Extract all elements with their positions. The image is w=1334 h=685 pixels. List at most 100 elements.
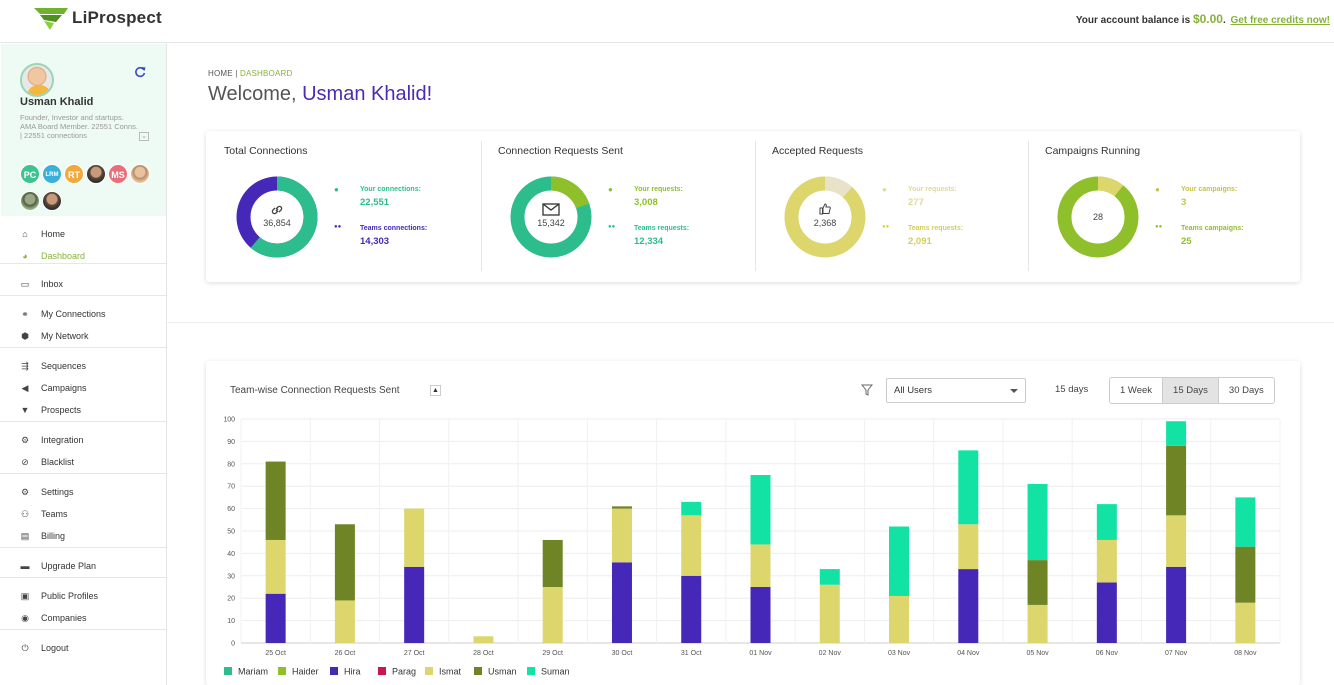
bar-segment-ismat[interactable] <box>819 584 840 643</box>
bar-segment-suman[interactable] <box>889 526 910 596</box>
sidebar-item-my-connections[interactable]: ⚭ My Connections <box>0 303 166 325</box>
team-avatar[interactable]: RT <box>64 164 84 184</box>
legend-label[interactable]: Mariam <box>238 667 268 677</box>
bar-segment-ismat[interactable] <box>1027 604 1048 643</box>
avatar[interactable] <box>20 63 54 97</box>
user-select[interactable]: All Users <box>886 378 1026 403</box>
sidebar-item-dashboard[interactable]: ◕ Dashboard <box>0 245 166 267</box>
bar-segment-hira[interactable] <box>265 593 286 643</box>
bar-segment-suman[interactable] <box>1166 421 1187 446</box>
bar-segment-usman[interactable] <box>611 506 632 509</box>
bar-segment-hira[interactable] <box>404 566 425 643</box>
range-1-week-button[interactable]: 1 Week <box>1110 378 1164 403</box>
bar-segment-ismat[interactable] <box>1166 515 1187 567</box>
bar-segment-hira[interactable] <box>750 587 771 643</box>
bar-segment-ismat[interactable] <box>334 600 355 643</box>
filter-icon[interactable] <box>861 384 873 396</box>
team-avatar[interactable]: LRM <box>42 164 62 184</box>
sidebar-item-integration[interactable]: ⚙ Integration <box>0 429 166 451</box>
profile-name: Usman Khalid <box>20 96 94 108</box>
sidebar-item-label: My Connections <box>41 309 106 319</box>
team-avatar[interactable]: PC <box>20 164 40 184</box>
range-toggle: 1 Week 15 Days 30 Days <box>1109 377 1275 404</box>
legend-swatch[interactable] <box>527 667 535 675</box>
breadcrumb-home[interactable]: HOME <box>208 69 233 78</box>
sidebar-item-teams[interactable]: ⚇ Teams <box>0 503 166 525</box>
bar-segment-ismat[interactable] <box>750 544 771 587</box>
bar-segment-ismat[interactable] <box>265 539 286 594</box>
bar-segment-suman[interactable] <box>681 501 702 516</box>
legend-swatch[interactable] <box>278 667 286 675</box>
legend-swatch[interactable] <box>378 667 386 675</box>
logo[interactable]: LiProspect <box>34 6 162 30</box>
bar-segment-ismat[interactable] <box>611 508 632 563</box>
bar-segment-hira[interactable] <box>958 569 979 643</box>
bar-segment-usman[interactable] <box>265 461 286 540</box>
sidebar-item-blacklist[interactable]: ⊘ Blacklist <box>0 451 166 473</box>
range-30-days-button[interactable]: 30 Days <box>1228 385 1264 396</box>
bar-segment-ismat[interactable] <box>889 595 910 643</box>
donut-center: 36,854 <box>236 176 318 258</box>
bar-segment-usman[interactable] <box>542 539 563 587</box>
bar-segment-ismat[interactable] <box>1235 602 1256 643</box>
bar-segment-suman[interactable] <box>819 569 840 585</box>
legend-swatch[interactable] <box>474 667 482 675</box>
bar-segment-suman[interactable] <box>1235 497 1256 547</box>
sidebar-item-campaigns[interactable]: ◀ Campaigns <box>0 377 166 399</box>
bar-segment-hira[interactable] <box>1166 566 1187 643</box>
bar-segment-ismat[interactable] <box>1096 539 1117 583</box>
x-tick-label: 03 Nov <box>888 650 911 657</box>
legend-label[interactable]: Parag <box>392 667 416 677</box>
link-icon: ⚭ <box>21 308 29 319</box>
free-credits-link[interactable]: Get free credits now! <box>1230 15 1330 26</box>
team-avatar[interactable]: MS <box>108 164 128 184</box>
bar-segment-hira[interactable] <box>1096 582 1117 643</box>
bar-segment-ismat[interactable] <box>404 508 425 567</box>
bar-segment-suman[interactable] <box>1096 504 1117 540</box>
sidebar-item-settings[interactable]: ⚙ Settings <box>0 481 166 503</box>
sidebar-item-companies[interactable]: ◉ Companies <box>0 607 166 629</box>
refresh-icon[interactable] <box>134 66 148 80</box>
bar-segment-usman[interactable] <box>1166 445 1187 516</box>
sidebar-item-billing[interactable]: ▤ Billing <box>0 525 166 547</box>
sidebar-item-label: Teams <box>41 509 68 519</box>
bar-segment-hira[interactable] <box>611 562 632 643</box>
sidebar-item-prospects[interactable]: ▼ Prospects <box>0 399 166 421</box>
sidebar-item-sequences[interactable]: ⇶ Sequences <box>0 355 166 377</box>
range-15-days-button[interactable]: 15 Days <box>1163 378 1219 403</box>
bar-segment-ismat[interactable] <box>542 587 563 643</box>
team-avatar[interactable] <box>130 164 150 184</box>
bar-segment-ismat[interactable] <box>473 636 494 643</box>
sidebar-item-home[interactable]: ⌂ Home <box>0 223 166 245</box>
sidebar-item-my-network[interactable]: ⬢ My Network <box>0 325 166 347</box>
bar-segment-suman[interactable] <box>1027 483 1048 561</box>
legend-label[interactable]: Suman <box>541 667 570 677</box>
team-avatar[interactable] <box>86 164 106 184</box>
legend-label[interactable]: Ismat <box>439 667 462 677</box>
legend-label[interactable]: Hira <box>344 667 361 677</box>
bar-segment-ismat[interactable] <box>958 524 979 570</box>
legend-label[interactable]: Haider <box>292 667 319 677</box>
bar-segment-suman[interactable] <box>958 450 979 525</box>
legend-label[interactable]: Usman <box>488 667 517 677</box>
legend-swatch[interactable] <box>425 667 433 675</box>
sidebar-item-logout[interactable]: ⏻ Logout <box>0 637 166 659</box>
welcome-greeting: Welcome, <box>208 83 297 105</box>
team-avatar[interactable] <box>20 191 40 211</box>
bar-segment-usman[interactable] <box>334 524 355 601</box>
bar-segment-ismat[interactable] <box>681 515 702 576</box>
collapse-chart-button[interactable]: ▲ <box>430 385 441 396</box>
bar-segment-hira[interactable] <box>681 575 702 643</box>
bar-segment-usman[interactable] <box>1027 560 1048 605</box>
sidebar-item-inbox[interactable]: ▭ Inbox <box>0 273 166 295</box>
legend-swatch[interactable] <box>224 667 232 675</box>
user-icon: ● <box>334 185 339 194</box>
sidebar-item-public-profiles[interactable]: ▣ Public Profiles <box>0 585 166 607</box>
bar-segment-suman[interactable] <box>750 475 771 545</box>
bar-segment-usman[interactable] <box>1235 546 1256 603</box>
expand-bio-button[interactable]: ⌄ <box>139 132 149 141</box>
team-avatar[interactable] <box>42 191 62 211</box>
legend-swatch[interactable] <box>330 667 338 675</box>
team-stat-value: 2,091 <box>908 236 932 247</box>
sidebar-item-upgrade-plan[interactable]: ▬ Upgrade Plan <box>0 555 166 577</box>
